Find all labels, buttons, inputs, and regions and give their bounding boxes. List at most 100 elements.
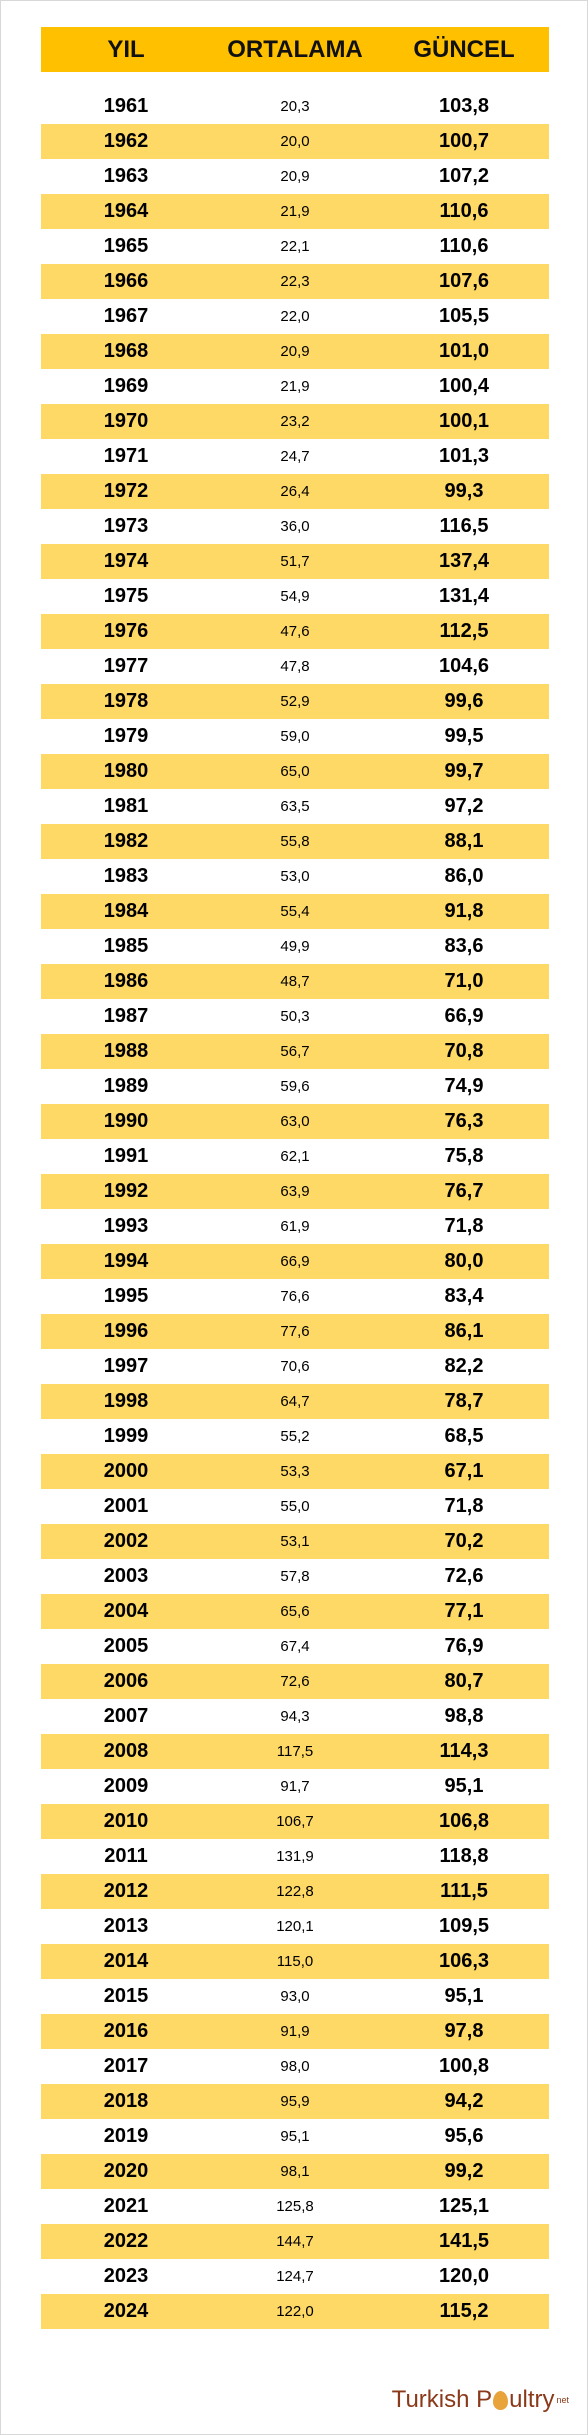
year-cell: 2014: [103, 1950, 149, 1972]
logo-text-end: ultry: [509, 2386, 555, 2413]
average-cell: 52,9: [280, 693, 310, 710]
average-cell: 26,4: [280, 483, 310, 500]
current-cell: 95,1: [444, 1985, 484, 2007]
table-row: 1989 59,6 74,9: [41, 1069, 549, 1104]
current-cell: 99,3: [444, 480, 484, 502]
current-cell: 83,4: [444, 1285, 484, 1307]
average-cell: 70,6: [280, 1358, 310, 1375]
year-cell: 1999: [103, 1425, 149, 1447]
average-cell: 122,0: [276, 2303, 314, 2320]
average-cell: 120,1: [276, 1918, 314, 1935]
year-cell: 2008: [103, 1740, 149, 1762]
logo-tld: net: [556, 2395, 569, 2405]
year-cell: 1998: [103, 1390, 149, 1412]
year-cell: 2009: [103, 1775, 149, 1797]
current-cell: 78,7: [444, 1390, 484, 1412]
current-cell: 118,8: [439, 1845, 489, 1867]
table-row: 1964 21,9 110,6: [41, 194, 549, 229]
table-row: 1982 55,8 88,1: [41, 824, 549, 859]
average-cell: 77,6: [280, 1323, 310, 1340]
table-row: 2010 106,7 106,8: [41, 1804, 549, 1839]
current-cell: 99,5: [444, 725, 484, 747]
average-cell: 65,6: [280, 1603, 310, 1620]
average-cell: 21,9: [280, 378, 310, 395]
current-cell: 88,1: [444, 830, 484, 852]
table-row: 1997 70,6 82,2: [41, 1349, 549, 1384]
current-cell: 107,6: [438, 270, 490, 292]
current-cell: 86,1: [444, 1320, 484, 1342]
year-cell: 1989: [103, 1075, 149, 1097]
year-cell: 1990: [103, 1110, 149, 1132]
current-cell: 94,2: [444, 2090, 484, 2112]
average-cell: 21,9: [280, 203, 310, 220]
year-cell: 1966: [103, 270, 149, 292]
table-row: 1985 49,9 83,6: [41, 929, 549, 964]
table-row: 2018 95,9 94,2: [41, 2084, 549, 2119]
average-cell: 20,0: [280, 133, 310, 150]
header-current: GÜNCEL: [413, 35, 515, 63]
average-cell: 57,8: [280, 1568, 310, 1585]
table-row: 2008 117,5 114,3: [41, 1734, 549, 1769]
average-cell: 55,4: [280, 903, 310, 920]
table-row: 2001 55,0 71,8: [41, 1489, 549, 1524]
table-row: 1963 20,9 107,2: [41, 159, 549, 194]
year-cell: 2019: [103, 2125, 149, 2147]
year-cell: 2013: [103, 1915, 149, 1937]
current-cell: 101,3: [438, 445, 490, 467]
current-cell: 70,2: [444, 1530, 484, 1552]
data-table: YIL ORTALAMA GÜNCEL 1961 20,3 103,8 1962 20,…: [41, 27, 549, 2329]
year-cell: 2020: [103, 2160, 149, 2182]
current-cell: 76,7: [444, 1180, 484, 1202]
current-cell: 86,0: [444, 865, 484, 887]
year-cell: 1976: [103, 620, 149, 642]
table-row: 1993 61,9 71,8: [41, 1209, 549, 1244]
current-cell: 101,0: [438, 340, 490, 362]
table-row: 1980 65,0 99,7: [41, 754, 549, 789]
average-cell: 22,3: [280, 273, 310, 290]
average-cell: 144,7: [276, 2233, 314, 2250]
average-cell: 106,7: [276, 1813, 314, 1830]
average-cell: 95,9: [280, 2093, 310, 2110]
average-cell: 76,6: [280, 1288, 310, 1305]
year-cell: 2012: [103, 1880, 149, 1902]
average-cell: 125,8: [276, 2198, 314, 2215]
current-cell: 71,8: [444, 1495, 484, 1517]
year-cell: 1968: [103, 340, 149, 362]
turkish-poultry-logo: Turkish P ultry net: [392, 2386, 569, 2414]
table-row: 2022 144,7 141,5: [41, 2224, 549, 2259]
header-average: ORTALAMA: [227, 35, 363, 63]
table-row: 1965 22,1 110,6: [41, 229, 549, 264]
average-cell: 131,9: [276, 1848, 314, 1865]
average-cell: 47,8: [280, 658, 310, 675]
year-cell: 2002: [103, 1530, 149, 1552]
year-cell: 1963: [103, 165, 149, 187]
table-row: 2019 95,1 95,6: [41, 2119, 549, 2154]
year-cell: 2004: [103, 1600, 149, 1622]
current-cell: 70,8: [444, 1040, 484, 1062]
year-cell: 2016: [103, 2020, 149, 2042]
year-cell: 1961: [103, 95, 149, 117]
table-row: 1962 20,0 100,7: [41, 124, 549, 159]
year-cell: 2003: [103, 1565, 149, 1587]
average-cell: 98,1: [280, 2163, 310, 2180]
table-row: 1976 47,6 112,5: [41, 614, 549, 649]
average-cell: 47,6: [280, 623, 310, 640]
table-row: 2023 124,7 120,0: [41, 2259, 549, 2294]
average-cell: 48,7: [280, 973, 310, 990]
average-cell: 122,8: [276, 1883, 314, 1900]
table-header: YIL ORTALAMA GÜNCEL: [41, 27, 549, 72]
average-cell: 66,9: [280, 1253, 310, 1270]
year-cell: 1996: [103, 1320, 149, 1342]
egg-icon: [493, 2390, 509, 2410]
year-cell: 1997: [103, 1355, 149, 1377]
table-row: 1983 53,0 86,0: [41, 859, 549, 894]
current-cell: 97,2: [444, 795, 484, 817]
average-cell: 53,0: [280, 868, 310, 885]
current-cell: 110,6: [439, 200, 489, 222]
current-cell: 100,8: [438, 2055, 490, 2077]
year-cell: 1982: [103, 830, 149, 852]
table-row: 2006 72,6 80,7: [41, 1664, 549, 1699]
table-row: 2011 131,9 118,8: [41, 1839, 549, 1874]
year-cell: 1994: [103, 1250, 149, 1272]
